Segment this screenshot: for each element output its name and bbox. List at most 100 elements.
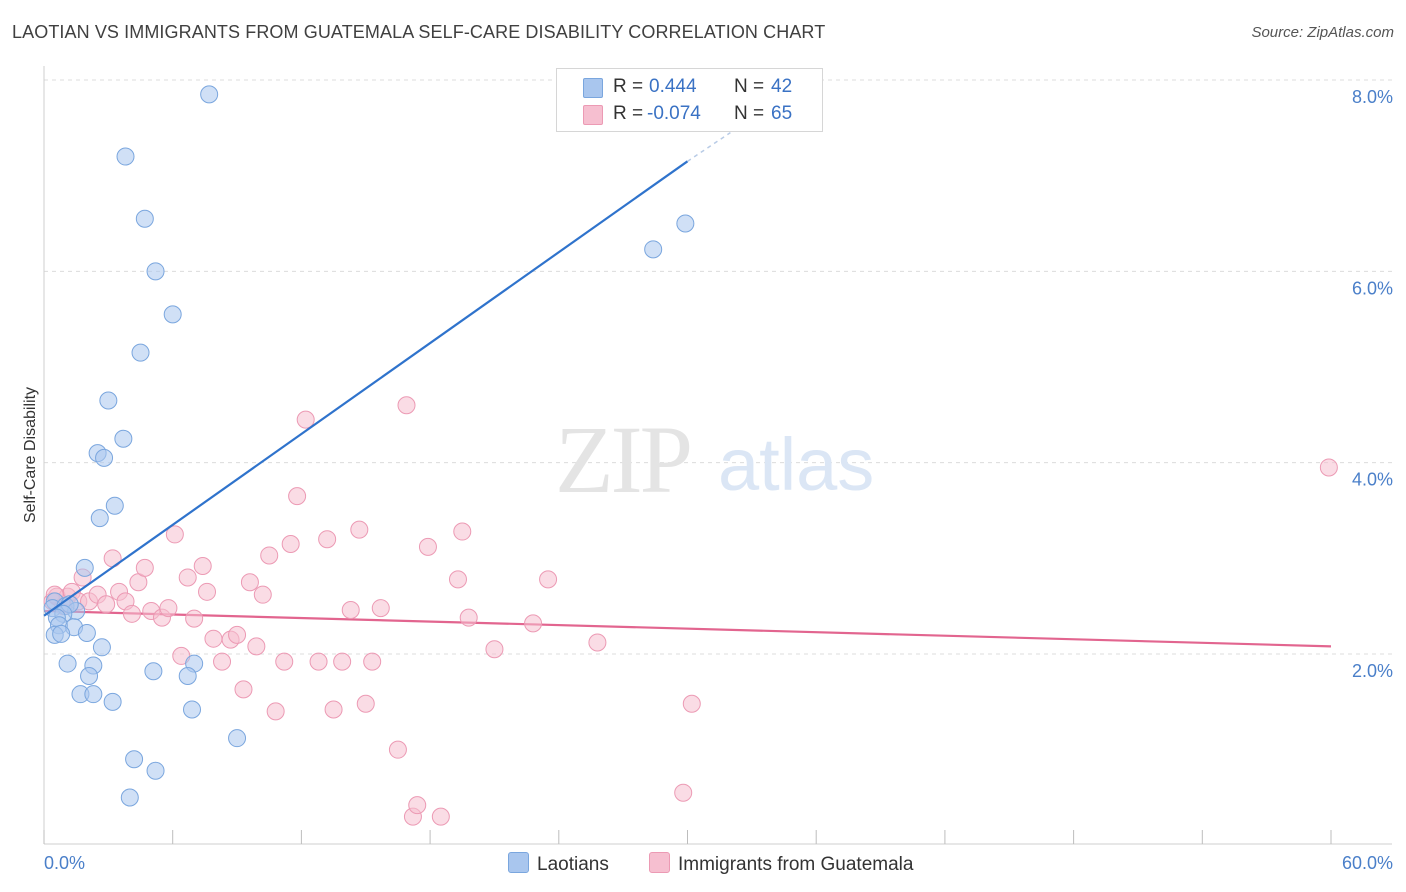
guatemala-point <box>682 694 701 713</box>
guatemala-point <box>122 604 141 623</box>
guatemala-point <box>539 570 558 589</box>
guatemala-point <box>178 568 197 587</box>
laotian-point <box>84 685 103 704</box>
guatemala-point <box>459 608 478 627</box>
laotian-point <box>120 788 139 807</box>
guatemala-point <box>240 573 259 592</box>
guatemala-point <box>1319 458 1338 477</box>
legend-swatch-pink <box>583 105 603 125</box>
y-tick-label: 2.0% <box>1352 661 1393 681</box>
laotian-point <box>135 209 154 228</box>
bottom-legend-laotians[interactable]: Laotians <box>508 852 609 876</box>
bottom-legend-guatemala[interactable]: Immigrants from Guatemala <box>649 852 913 876</box>
laotian-point <box>228 729 247 748</box>
guatemala-point <box>260 546 279 565</box>
guatemala-point <box>674 783 693 802</box>
guatemala-point <box>266 702 285 721</box>
guatemala-point <box>356 694 375 713</box>
laotian-point <box>80 667 99 686</box>
guatemala-point <box>418 537 437 556</box>
laotian-point <box>75 558 94 577</box>
guatemala-point <box>318 530 337 549</box>
laotian-point <box>90 509 109 528</box>
guatemala-point <box>234 680 253 699</box>
laotian-point <box>146 761 165 780</box>
guatemala-point <box>296 410 315 429</box>
x-tick-label: 60.0% <box>1342 853 1393 873</box>
guatemala-point <box>524 614 543 633</box>
axes <box>43 66 1392 845</box>
guatemala-point <box>165 525 184 544</box>
grid-lines <box>44 79 1392 655</box>
legend-n-value: 42 <box>771 76 793 97</box>
guatemala-point <box>588 633 607 652</box>
guatemala-point <box>185 609 204 628</box>
guatemala-trendline <box>43 609 1332 648</box>
tick-labels: 2.0% 4.0% 6.0% 8.0% 0.0% 60.0% <box>44 87 1393 873</box>
laotian-point <box>178 667 197 686</box>
guatemala-point <box>388 740 407 759</box>
watermark-atlas: atlas <box>718 423 874 506</box>
laotian-point <box>116 147 135 166</box>
bottom-legend-swatch-blue <box>508 852 529 873</box>
laotian-point <box>52 624 71 643</box>
guatemala-point <box>333 652 352 671</box>
guatemala-point <box>309 652 328 671</box>
y-tick-label: 4.0% <box>1352 470 1393 490</box>
laotian-point <box>103 692 122 711</box>
y-axis-label: Self-Care Disability <box>22 387 39 523</box>
y-tick-label: 6.0% <box>1352 278 1393 298</box>
guatemala-point <box>228 625 247 644</box>
laotian-trendline-extension <box>687 131 731 162</box>
guatemala-point <box>281 534 300 553</box>
legend-row-laotians: R = 0.444 N = 42 <box>557 74 822 101</box>
laotian-point <box>92 638 111 657</box>
chart-title: LAOTIAN VS IMMIGRANTS FROM GUATEMALA SEL… <box>12 22 826 42</box>
laotian-point <box>676 214 695 233</box>
guatemala-point <box>253 585 272 604</box>
laotian-trendline <box>43 131 731 617</box>
guatemala-points <box>43 396 1338 826</box>
bottom-legend-laotians-label: Laotians <box>537 854 609 875</box>
guatemala-point <box>135 558 154 577</box>
guatemala-point <box>448 570 467 589</box>
legend-n-value: 65 <box>771 103 793 124</box>
laotian-point <box>183 700 202 719</box>
guatemala-point <box>159 599 178 618</box>
guatemala-point <box>288 487 307 506</box>
guatemala-trendline-segment <box>43 609 1332 648</box>
guatemala-point <box>363 652 382 671</box>
laotian-trendline-segment <box>43 160 689 617</box>
x-tick-label: 0.0% <box>44 853 85 873</box>
guatemala-point <box>324 700 343 719</box>
y-tick-label: 8.0% <box>1352 87 1393 107</box>
bottom-legend-swatch-pink <box>649 852 670 873</box>
laotian-point <box>95 448 114 467</box>
laotian-point <box>200 85 219 104</box>
guatemala-point <box>453 522 472 541</box>
guatemala-point <box>213 652 232 671</box>
legend-r-value: 0.444 <box>649 76 697 97</box>
legend-r-value: -0.074 <box>647 103 701 124</box>
guatemala-point <box>97 595 116 614</box>
laotian-point <box>144 662 163 681</box>
laotian-point <box>146 262 165 281</box>
guatemala-point <box>397 396 416 415</box>
legend-n-label: N = <box>734 76 765 97</box>
watermark-zip: ZIP <box>555 406 690 513</box>
legend-swatch-blue <box>583 78 603 98</box>
legend-r-label: R = <box>613 76 644 97</box>
guatemala-point <box>204 629 223 648</box>
watermark: ZIP atlas <box>555 406 874 513</box>
guatemala-point <box>198 582 217 601</box>
guatemala-point <box>485 640 504 659</box>
source-label: Source: ZipAtlas.com <box>1251 24 1394 41</box>
guatemala-point <box>350 520 369 539</box>
laotian-point <box>99 391 118 410</box>
guatemala-point <box>408 796 427 815</box>
guatemala-point <box>371 599 390 618</box>
laotian-points <box>43 85 695 807</box>
laotian-point <box>125 750 144 769</box>
legend-n-label: N = <box>734 103 765 124</box>
